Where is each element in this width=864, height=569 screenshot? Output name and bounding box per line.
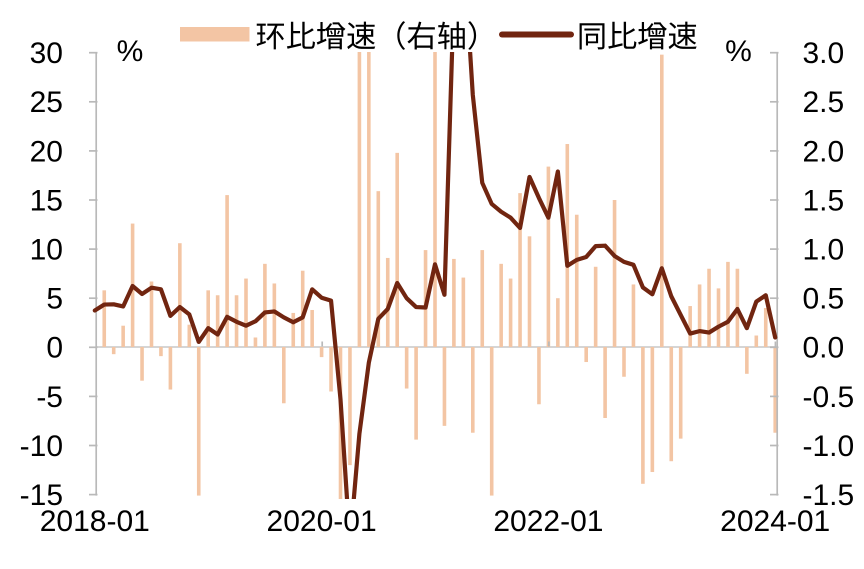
svg-text:1.5: 1.5	[803, 184, 845, 217]
svg-text:2018-01: 2018-01	[40, 505, 150, 538]
svg-text:-1.5: -1.5	[803, 479, 855, 512]
svg-text:20: 20	[30, 135, 63, 168]
svg-text:2020-01: 2020-01	[267, 505, 377, 538]
svg-text:1.0: 1.0	[803, 234, 845, 267]
svg-text:2.5: 2.5	[803, 86, 845, 119]
svg-text:2.0: 2.0	[803, 135, 845, 168]
svg-text:0.0: 0.0	[803, 332, 845, 365]
svg-text:-5: -5	[36, 381, 63, 414]
svg-text:-1.0: -1.0	[803, 430, 855, 463]
svg-text:-10: -10	[20, 430, 63, 463]
svg-text:0: 0	[46, 332, 63, 365]
svg-text:2022-01: 2022-01	[493, 505, 603, 538]
svg-text:-0.5: -0.5	[803, 381, 855, 414]
svg-text:-15: -15	[20, 479, 63, 512]
svg-text:%: %	[725, 35, 752, 68]
svg-text:10: 10	[30, 234, 63, 267]
svg-text:30: 30	[30, 37, 63, 70]
svg-text:15: 15	[30, 184, 63, 217]
svg-text:25: 25	[30, 86, 63, 119]
svg-text:2024-01: 2024-01	[720, 505, 830, 538]
svg-text:3.0: 3.0	[803, 37, 845, 70]
svg-text:0.5: 0.5	[803, 283, 845, 316]
svg-text:5: 5	[46, 283, 63, 316]
svg-text:%: %	[117, 35, 144, 68]
